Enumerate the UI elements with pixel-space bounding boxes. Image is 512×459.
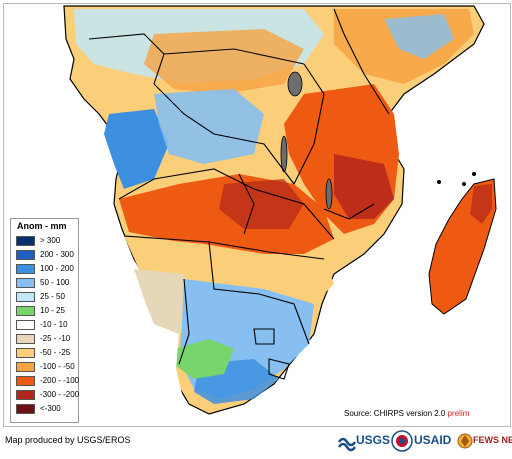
legend-label: -25 - -10 [40, 334, 71, 343]
north-orange-zone [144, 29, 304, 94]
legend-swatch [16, 390, 35, 400]
legend-item: > 300 [16, 235, 78, 248]
west-central-blue-zone [104, 109, 169, 189]
legend-swatch [16, 404, 35, 414]
prelim-flag: prelim [447, 409, 470, 418]
legend-item: -50 - -25 [16, 347, 78, 360]
legend-item: -100 - -50 [16, 361, 78, 374]
legend-swatch [16, 250, 35, 260]
madagascar-north-deficit [470, 184, 492, 224]
fewsnet-logo-text: FEWS NET [473, 435, 512, 445]
namibia-neutral [134, 269, 194, 334]
legend-swatch [16, 278, 35, 288]
seychelles-island [472, 172, 476, 176]
southern-mild-deficit [124, 236, 334, 304]
credit-text: Map produced by USGS/EROS [5, 435, 131, 445]
legend-swatch [16, 292, 35, 302]
legend-swatch [16, 376, 35, 386]
legend-item: -10 - 10 [16, 319, 78, 332]
legend-label: -50 - -25 [40, 348, 71, 357]
legend-item: 50 - 100 [16, 277, 78, 290]
legend-swatch [16, 320, 35, 330]
lake-victoria [287, 71, 303, 97]
legend-label: <-300 [40, 404, 61, 413]
legend-swatch [16, 306, 35, 316]
central-light-blue-zone [154, 89, 264, 164]
legend-swatch [16, 334, 35, 344]
legend-swatch [16, 348, 35, 358]
legend-label: 50 - 100 [40, 278, 70, 287]
legend-label: 25 - 50 [40, 292, 65, 301]
legend-item: <-300 [16, 403, 78, 416]
legend-label: 100 - 200 [40, 264, 74, 273]
lake-malawi [325, 178, 333, 210]
country-borders [88, 8, 390, 380]
legend-label: -100 - -50 [40, 362, 75, 371]
usgs-logo: USGS [337, 428, 391, 454]
legend-swatch [16, 236, 35, 246]
legend-title: Anom - mm [17, 221, 67, 231]
comoros-island [437, 180, 441, 184]
angola-zambia-severe [219, 179, 304, 229]
legend-item: 10 - 25 [16, 305, 78, 318]
legend-label: -300 - -200 [40, 390, 80, 399]
east-severe-deficit [334, 154, 394, 219]
legend-item: 25 - 50 [16, 291, 78, 304]
western-cape-neutral [154, 324, 182, 399]
northeast-blue-zone [384, 14, 454, 59]
legend-label: 200 - 300 [40, 250, 74, 259]
legend-item: -25 - -10 [16, 333, 78, 346]
legend-item: 200 - 300 [16, 249, 78, 262]
legend-item: -200 - -100 [16, 375, 80, 388]
legend-swatch [16, 362, 35, 372]
southern-green-zone [174, 339, 234, 379]
lake-tanganyika [280, 135, 288, 173]
map-canvas [4, 4, 510, 426]
legend-label: -200 - -100 [40, 376, 80, 385]
legend-item: -300 - -200 [16, 389, 80, 402]
legend-label: -10 - 10 [40, 320, 68, 329]
source-note: Source: CHIRPS version 2.0 prelim [344, 409, 469, 418]
rainfall-anomaly-map: Anom - mm > 300 200 - 300 100 - 200 50 -… [3, 3, 511, 427]
legend-label: 10 - 25 [40, 306, 65, 315]
legend-item: 100 - 200 [16, 263, 78, 276]
comoros-island [462, 182, 466, 186]
legend-label: > 300 [40, 236, 61, 245]
legend-swatch [16, 264, 35, 274]
usgs-logo-text: USGS [356, 433, 391, 447]
usaid-logo: USAID [391, 428, 455, 454]
map-legend: Anom - mm > 300 200 - 300 100 - 200 50 -… [10, 218, 79, 423]
usaid-logo-text: USAID [414, 433, 452, 447]
source-text: Source: CHIRPS version 2.0 [344, 409, 446, 418]
fewsnet-logo: FEWS NET [457, 428, 512, 454]
agency-logos: USGS USAID FEWS NET [337, 426, 512, 456]
